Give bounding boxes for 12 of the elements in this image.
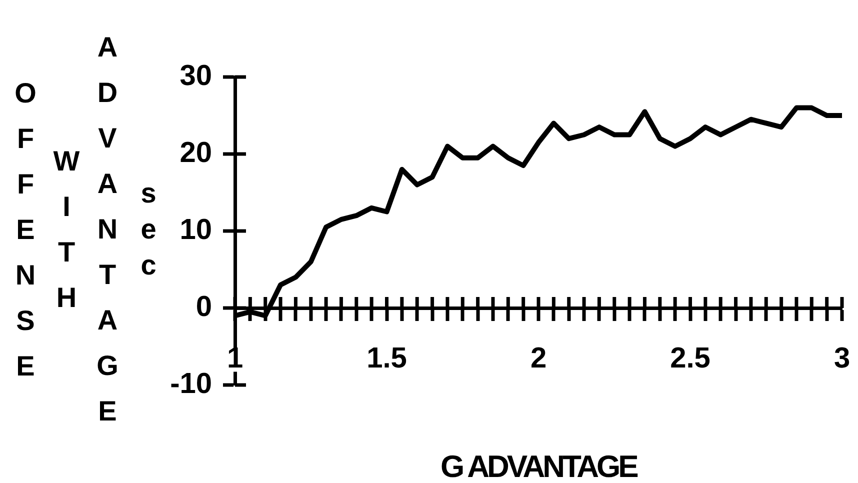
x-tick-label: 1 (226, 342, 244, 374)
y-tick-label: -10 (170, 368, 212, 400)
x-tick-label: 1.5 (366, 342, 407, 374)
y-tick-label: 20 (180, 137, 212, 169)
y-axis-title: OFFENSE WITH ADVANTAGE sec (10, 32, 164, 441)
x-tick-label: 2 (530, 342, 547, 374)
y-tick-label: 0 (196, 291, 212, 323)
y-tick-label: 30 (180, 60, 212, 92)
x-tick-label: 3 (834, 342, 850, 374)
x-tick-label: 2.5 (670, 342, 710, 374)
x-axis-title: G ADVANTAGE (440, 449, 636, 483)
y-tick-label: 10 (180, 214, 212, 246)
